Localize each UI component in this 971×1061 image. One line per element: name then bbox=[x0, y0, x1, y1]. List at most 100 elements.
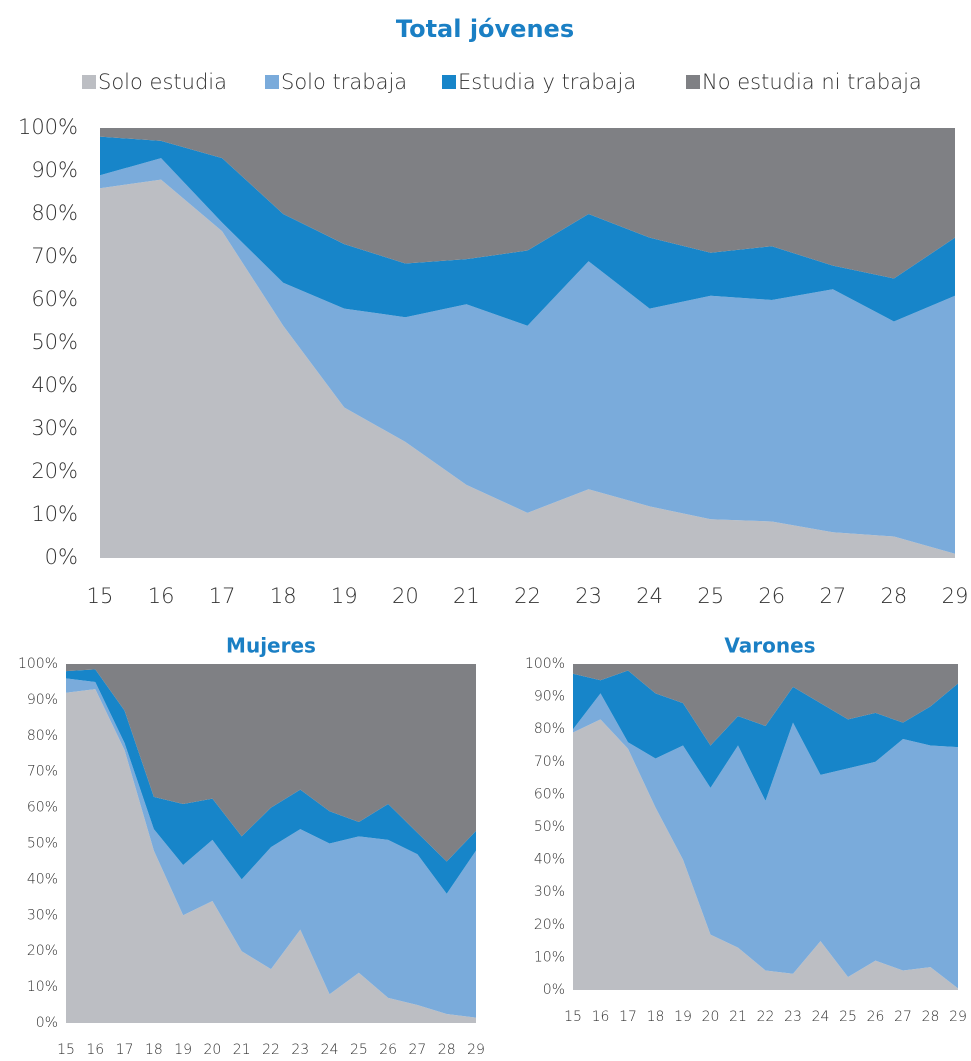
x-tick-label: 24 bbox=[636, 584, 663, 608]
y-tick-label: 20% bbox=[27, 943, 58, 959]
x-tick-label: 18 bbox=[145, 1042, 163, 1058]
area bbox=[66, 689, 476, 1023]
y-tick-label: 30% bbox=[27, 907, 58, 923]
y-tick-label: 20% bbox=[534, 917, 565, 933]
x-tick-label: 27 bbox=[409, 1042, 427, 1058]
legend-label: No estudia ni trabaja bbox=[702, 70, 922, 94]
y-tick-label: 90% bbox=[31, 158, 78, 182]
x-tick-label: 25 bbox=[839, 1009, 857, 1025]
area bbox=[573, 719, 958, 990]
x-tick-label: 22 bbox=[757, 1009, 775, 1025]
y-tick-label: 40% bbox=[534, 852, 565, 868]
y-tick-label: 30% bbox=[534, 884, 565, 900]
x-tick-label: 16 bbox=[592, 1009, 610, 1025]
y-tick-label: 70% bbox=[534, 754, 565, 770]
y-tick-label: 80% bbox=[31, 201, 78, 225]
legend-swatch bbox=[265, 75, 279, 89]
area bbox=[100, 179, 955, 558]
y-tick-label: 80% bbox=[27, 728, 58, 744]
y-tick-label: 80% bbox=[534, 721, 565, 737]
area bbox=[100, 128, 955, 279]
x-tick-label: 28 bbox=[922, 1009, 940, 1025]
x-tick-label: 25 bbox=[697, 584, 724, 608]
area bbox=[66, 678, 476, 1018]
x-tick-label: 20 bbox=[392, 584, 419, 608]
x-tick-label: 21 bbox=[729, 1009, 747, 1025]
y-tick-label: 0% bbox=[36, 1015, 58, 1031]
y-tick-label: 90% bbox=[534, 689, 565, 705]
x-tick-label: 20 bbox=[204, 1042, 222, 1058]
y-tick-label: 0% bbox=[45, 545, 78, 569]
legend-label: Estudia y trabaja bbox=[458, 70, 636, 94]
x-tick-label: 28 bbox=[438, 1042, 456, 1058]
y-tick-label: 50% bbox=[534, 819, 565, 835]
x-tick-label: 18 bbox=[647, 1009, 665, 1025]
y-tick-label: 100% bbox=[18, 115, 78, 139]
x-tick-label: 22 bbox=[262, 1042, 280, 1058]
x-tick-label: 16 bbox=[148, 584, 175, 608]
x-tick-label: 26 bbox=[867, 1009, 885, 1025]
x-tick-label: 23 bbox=[784, 1009, 802, 1025]
y-tick-label: 50% bbox=[31, 330, 78, 354]
y-tick-label: 50% bbox=[27, 836, 58, 852]
x-tick-label: 29 bbox=[949, 1009, 967, 1025]
x-tick-label: 18 bbox=[270, 584, 297, 608]
y-tick-label: 70% bbox=[27, 764, 58, 780]
y-tick-label: 60% bbox=[31, 287, 78, 311]
x-tick-label: 26 bbox=[758, 584, 785, 608]
y-tick-label: 30% bbox=[31, 416, 78, 440]
x-tick-label: 21 bbox=[453, 584, 480, 608]
legend-swatch bbox=[686, 75, 700, 89]
y-tick-label: 10% bbox=[27, 979, 58, 995]
x-tick-label: 19 bbox=[674, 1009, 692, 1025]
chart-title: Mujeres bbox=[226, 634, 316, 658]
y-tick-label: 100% bbox=[525, 656, 565, 672]
x-tick-label: 16 bbox=[86, 1042, 104, 1058]
x-tick-label: 21 bbox=[233, 1042, 251, 1058]
legend-label: Solo estudia bbox=[98, 70, 227, 94]
x-tick-label: 26 bbox=[379, 1042, 397, 1058]
area bbox=[66, 664, 476, 862]
area bbox=[573, 693, 958, 989]
x-tick-label: 27 bbox=[894, 1009, 912, 1025]
y-tick-label: 10% bbox=[534, 949, 565, 965]
y-tick-label: 90% bbox=[27, 692, 58, 708]
x-tick-label: 15 bbox=[57, 1042, 75, 1058]
x-tick-label: 28 bbox=[881, 584, 908, 608]
x-tick-label: 22 bbox=[514, 584, 541, 608]
x-tick-label: 20 bbox=[702, 1009, 720, 1025]
x-tick-label: 29 bbox=[942, 584, 969, 608]
x-tick-label: 15 bbox=[564, 1009, 582, 1025]
legend-swatch bbox=[442, 75, 456, 89]
x-tick-label: 17 bbox=[619, 1009, 637, 1025]
x-tick-label: 17 bbox=[209, 584, 236, 608]
y-tick-label: 0% bbox=[543, 982, 565, 998]
area bbox=[66, 669, 476, 894]
area bbox=[100, 158, 955, 554]
area bbox=[573, 670, 958, 801]
x-tick-label: 25 bbox=[350, 1042, 368, 1058]
x-tick-label: 19 bbox=[331, 584, 358, 608]
y-tick-label: 40% bbox=[31, 373, 78, 397]
y-tick-label: 100% bbox=[18, 656, 58, 672]
legend-label: Solo trabaja bbox=[281, 70, 407, 94]
chart-title: Varones bbox=[724, 634, 815, 658]
x-tick-label: 24 bbox=[321, 1042, 339, 1058]
y-tick-label: 70% bbox=[31, 244, 78, 268]
y-tick-label: 40% bbox=[27, 871, 58, 887]
x-tick-label: 24 bbox=[812, 1009, 830, 1025]
x-tick-label: 27 bbox=[819, 584, 846, 608]
y-tick-label: 60% bbox=[27, 800, 58, 816]
x-tick-label: 23 bbox=[575, 584, 602, 608]
chart-title: Total jóvenes bbox=[396, 15, 574, 43]
area bbox=[573, 664, 958, 746]
x-tick-label: 15 bbox=[87, 584, 114, 608]
area bbox=[100, 136, 955, 326]
x-tick-label: 17 bbox=[116, 1042, 134, 1058]
x-tick-label: 23 bbox=[291, 1042, 309, 1058]
y-tick-label: 60% bbox=[534, 786, 565, 802]
y-tick-label: 10% bbox=[31, 502, 78, 526]
x-tick-label: 19 bbox=[174, 1042, 192, 1058]
x-tick-label: 29 bbox=[467, 1042, 485, 1058]
